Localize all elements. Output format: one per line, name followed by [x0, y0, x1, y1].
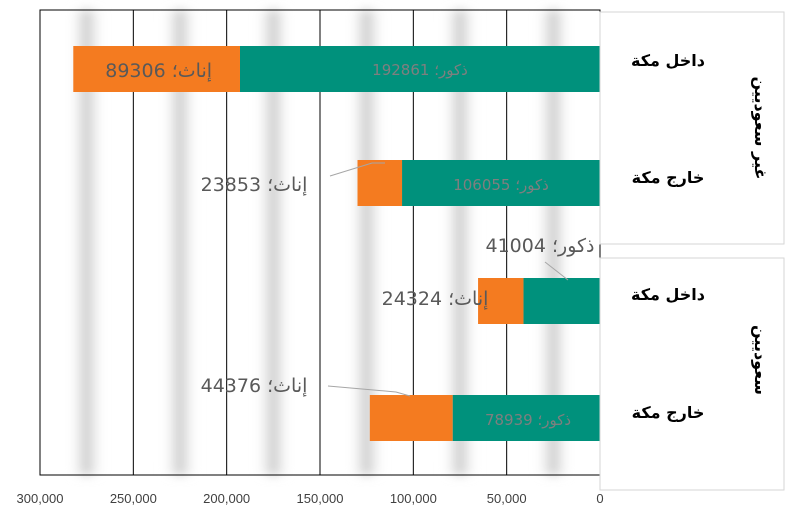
category-label: خارج مكة: [632, 168, 705, 187]
bar-male: [402, 160, 600, 206]
bar-female: [369, 395, 453, 441]
x-tick-label: 150,000: [297, 491, 344, 506]
bars: [73, 46, 600, 441]
bar-female: [73, 46, 240, 92]
bar-male: [452, 395, 600, 441]
category-label: داخل مكة: [631, 51, 705, 70]
data-label-male: ذكور؛ 106055: [453, 176, 549, 194]
group-label: غير سعوديين: [751, 77, 770, 180]
data-label-female: إناث؛ 24324: [382, 288, 489, 311]
bar-male: [523, 278, 600, 324]
x-axis-ticks: 300,000 250,000 200,000 150,000 100,000 50,00…: [17, 491, 604, 506]
bar-female: [478, 278, 524, 324]
group-label: سعوديين: [751, 325, 770, 395]
category-label: داخل مكة: [631, 285, 705, 304]
data-label-male: ذكور؛ 192861: [372, 61, 468, 79]
x-tick-label: 50,000: [487, 491, 527, 506]
leader-line: [544, 261, 569, 281]
x-tick-label: 250,000: [110, 491, 157, 506]
data-labels: ذكور؛ 192861 إناث؛ 89306 ذكور؛ 106055 إناث؛…: [105, 60, 594, 429]
x-tick-label: 200,000: [203, 491, 250, 506]
leader-line: [327, 385, 411, 397]
category-panel: داخل مكة خارج مكة داخل مكة خارج مكة غير سعود…: [599, 11, 785, 491]
x-tick-label: 100,000: [390, 491, 437, 506]
data-label-female: إناث؛ 89306: [105, 60, 212, 83]
category-label: خارج مكة: [632, 403, 705, 422]
leader-lines: [327, 162, 569, 397]
bar-female: [357, 160, 403, 206]
data-label-female: إناث؛ 44376: [201, 375, 308, 398]
leader-line: [329, 162, 385, 177]
data-label-female: إناث؛ 23853: [201, 174, 308, 197]
bar-male: [239, 46, 600, 92]
x-tick-label: 0: [596, 491, 603, 506]
data-label-male: ذكور؛ 78939: [485, 411, 571, 429]
x-tick-label: 300,000: [17, 491, 64, 506]
data-label-male: ذكور؛ 41004: [485, 235, 594, 257]
